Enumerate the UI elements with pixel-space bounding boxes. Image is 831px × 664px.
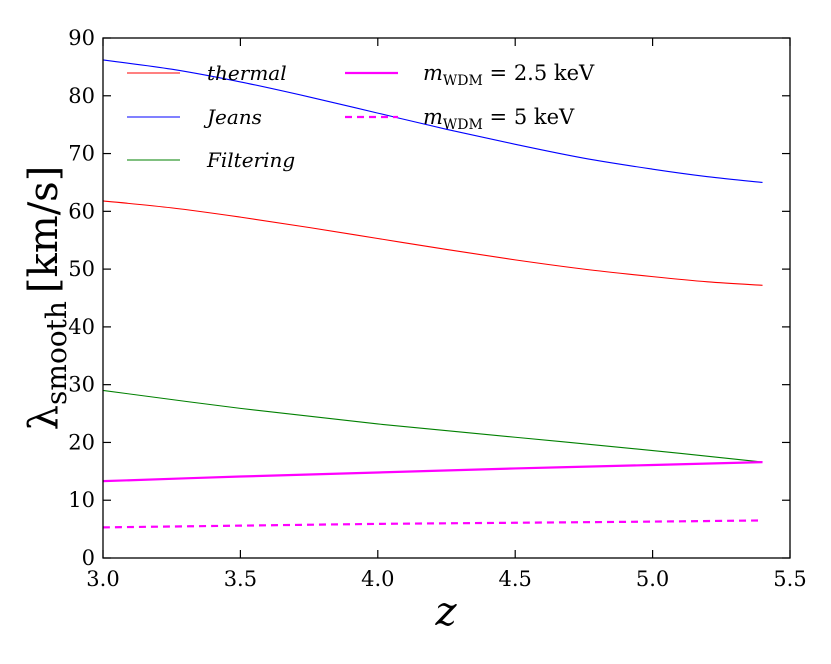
series-line-0: [102, 200, 763, 286]
y-tick-label: 90: [68, 26, 95, 50]
x-tick-label: 4.0: [361, 567, 394, 591]
y-axis-label-units: [km/s]: [21, 166, 67, 293]
legend: thermal Jeans Filtering mWDM = 2.5 keV m…: [127, 61, 595, 172]
y-tick-label: 80: [68, 84, 95, 108]
x-tick-label: 3.0: [86, 567, 119, 591]
x-tick-label: 3.5: [224, 567, 257, 591]
y-tick-label: 60: [68, 199, 95, 223]
y-axis-label: λsmooth [km/s]: [21, 166, 73, 431]
legend-label-wdm-2p5-prefix: m: [423, 61, 443, 85]
x-tick-label: 4.5: [498, 567, 531, 591]
y-tick-label: 20: [68, 430, 95, 454]
legend-label-thermal: thermal: [207, 61, 287, 85]
series-layer: [102, 59, 763, 529]
series-line-2: [102, 389, 763, 463]
legend-label-wdm-5-prefix: m: [423, 105, 443, 129]
y-tick-label: 40: [68, 315, 95, 339]
y-tick-label: 0: [82, 546, 95, 570]
legend-label-filtering: Filtering: [206, 148, 295, 172]
legend-label-wdm-2p5-suffix: = 2.5 keV: [483, 61, 595, 85]
series-line-3: [102, 460, 763, 483]
legend-label-wdm-5-suffix: = 5 keV: [483, 105, 575, 129]
legend-label-wdm-2p5-subscript: WDM: [443, 73, 483, 89]
plot-frame: [102, 37, 791, 559]
legend-label-wdm-5-subscript: WDM: [443, 117, 483, 133]
legend-label-wdm-2p5: mWDM = 2.5 keV: [423, 61, 595, 89]
x-tick-label: 5.5: [773, 567, 806, 591]
series-line-4: [102, 519, 763, 529]
y-tick-label: 30: [68, 373, 95, 397]
tick-labels: 3.0 3.5 4.0 4.5 5.0 5.5 0 10 20 30 40 50 60 70 80 90: [68, 26, 806, 591]
x-axis-label: z: [434, 589, 457, 635]
y-axis-label-subscript: smooth: [40, 301, 73, 405]
x-tick-label: 5.0: [636, 567, 669, 591]
y-axis-label-symbol: λ: [21, 405, 67, 430]
series-line-1: [102, 59, 763, 183]
y-tick-label: 70: [68, 142, 95, 166]
y-tick-label: 50: [68, 257, 95, 281]
legend-label-jeans: Jeans: [203, 105, 262, 129]
legend-label-wdm-5: mWDM = 5 keV: [423, 105, 575, 133]
y-tick-label: 10: [68, 488, 95, 512]
